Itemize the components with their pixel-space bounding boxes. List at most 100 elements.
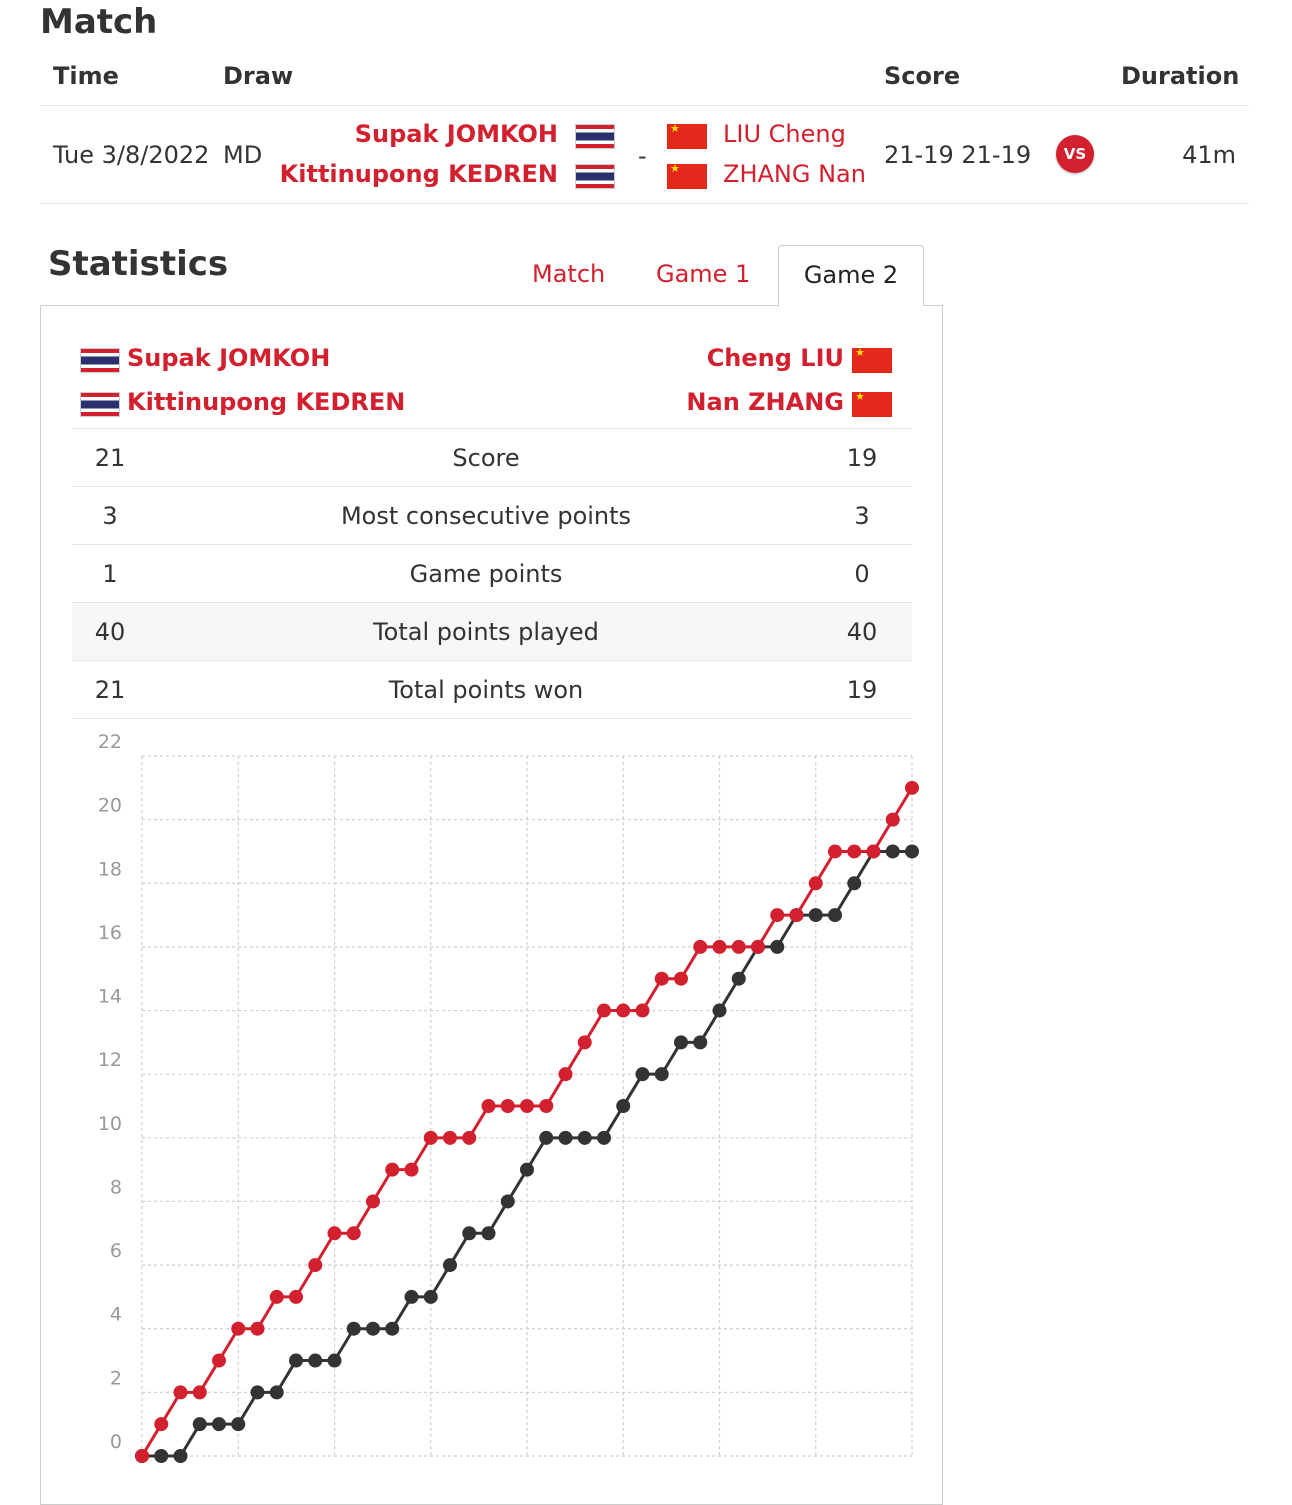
data-point — [289, 1353, 303, 1368]
data-point — [693, 1035, 708, 1050]
data-point — [346, 1226, 361, 1241]
draw-link[interactable]: MD — [223, 141, 263, 169]
stat-label: Score — [452, 444, 520, 472]
data-point — [481, 1226, 496, 1241]
data-point — [308, 1258, 323, 1273]
data-point — [443, 1130, 457, 1145]
right-player2-link[interactable]: Nan ZHANG — [686, 388, 844, 416]
data-point — [828, 908, 842, 923]
stat-row: 40 Total points played 40 — [72, 604, 912, 661]
team1-player1-link[interactable]: Supak JOMKOH — [354, 120, 558, 148]
data-point — [423, 1289, 438, 1304]
data-point — [520, 1099, 534, 1113]
data-point — [597, 1003, 611, 1018]
stat-left-value: 40 — [94, 618, 126, 646]
data-point — [539, 1130, 554, 1145]
data-point — [866, 844, 881, 859]
data-point — [808, 876, 823, 891]
stat-right-value: 40 — [846, 618, 878, 646]
data-point — [847, 844, 862, 859]
data-point — [693, 939, 708, 954]
data-point — [212, 1353, 226, 1368]
data-point — [847, 876, 862, 891]
data-point — [385, 1321, 400, 1336]
china-flag-icon — [852, 390, 892, 417]
tab-game-1[interactable]: Game 1 — [656, 260, 751, 288]
match-separator: - — [638, 142, 647, 170]
match-title: Match — [40, 2, 158, 42]
data-point — [905, 780, 919, 795]
data-point — [885, 844, 900, 859]
data-point — [616, 1003, 631, 1018]
match-score: 21-19 21-19 — [884, 141, 1032, 169]
data-point — [520, 1162, 534, 1177]
thailand-flag-icon — [575, 124, 615, 149]
data-point — [250, 1385, 265, 1400]
data-point — [327, 1226, 342, 1241]
tab-game-2[interactable]: Game 2 — [778, 245, 924, 306]
stat-row: 21 Score 19 — [72, 430, 912, 487]
vs-badge-icon[interactable]: VS — [1056, 135, 1094, 173]
left-player1-link[interactable]: Supak JOMKOH — [127, 344, 331, 372]
china-flag-icon — [667, 122, 707, 149]
stat-left-value: 3 — [102, 502, 118, 530]
y-tick-label: 18 — [98, 858, 122, 880]
data-point — [404, 1289, 419, 1304]
data-point — [674, 971, 688, 986]
y-tick-label: 14 — [98, 986, 122, 1008]
data-point — [154, 1417, 169, 1432]
y-tick-label: 10 — [98, 1113, 122, 1135]
stat-left-value: 21 — [94, 676, 126, 704]
time-header: Time — [53, 62, 119, 90]
stat-row: 3 Most consecutive points 3 — [72, 488, 912, 545]
y-tick-label: 0 — [110, 1431, 122, 1453]
data-point — [828, 844, 842, 859]
data-point — [654, 971, 669, 986]
y-tick-label: 6 — [110, 1240, 122, 1262]
duration-header: Duration — [1121, 62, 1240, 90]
data-point — [308, 1353, 323, 1368]
data-point — [712, 939, 727, 954]
divider — [72, 718, 912, 719]
stat-label: Game points — [409, 560, 563, 588]
data-point — [481, 1099, 496, 1113]
data-point — [366, 1321, 380, 1336]
team2-player1-link[interactable]: LIU Cheng — [723, 120, 846, 148]
y-tick-label: 12 — [98, 1049, 122, 1071]
team1-player2-link[interactable]: Kittinupong KEDREN — [279, 160, 558, 188]
team2-player2-link[interactable]: ZHANG Nan — [723, 160, 866, 188]
data-point — [885, 812, 900, 827]
data-point — [346, 1321, 361, 1336]
right-player1-link[interactable]: Cheng LIU — [706, 344, 844, 372]
data-point — [500, 1194, 515, 1209]
data-point — [674, 1035, 688, 1050]
data-point — [250, 1321, 265, 1336]
divider — [72, 660, 912, 661]
divider — [40, 203, 1249, 204]
data-point — [404, 1162, 419, 1177]
divider — [72, 544, 912, 545]
data-point — [462, 1226, 477, 1241]
y-tick-label: 16 — [98, 922, 122, 944]
data-point — [597, 1130, 611, 1145]
data-point — [770, 908, 785, 923]
data-point — [770, 939, 785, 954]
divider — [72, 428, 912, 429]
left-player2-link[interactable]: Kittinupong KEDREN — [127, 388, 406, 416]
draw-header: Draw — [223, 62, 294, 90]
score-header: Score — [884, 62, 961, 90]
stat-row: 1 Game points 0 — [72, 546, 912, 603]
data-point — [808, 908, 823, 923]
data-point — [212, 1417, 226, 1432]
data-point — [173, 1449, 188, 1463]
data-point — [654, 1067, 669, 1082]
data-point — [423, 1130, 438, 1145]
stat-label: Total points played — [373, 618, 599, 646]
tab-match[interactable]: Match — [532, 260, 606, 288]
data-point — [500, 1099, 515, 1113]
divider — [72, 602, 912, 603]
match-time: Tue 3/8/2022 — [53, 141, 210, 169]
thailand-flag-icon — [575, 164, 615, 189]
data-point — [269, 1385, 284, 1400]
